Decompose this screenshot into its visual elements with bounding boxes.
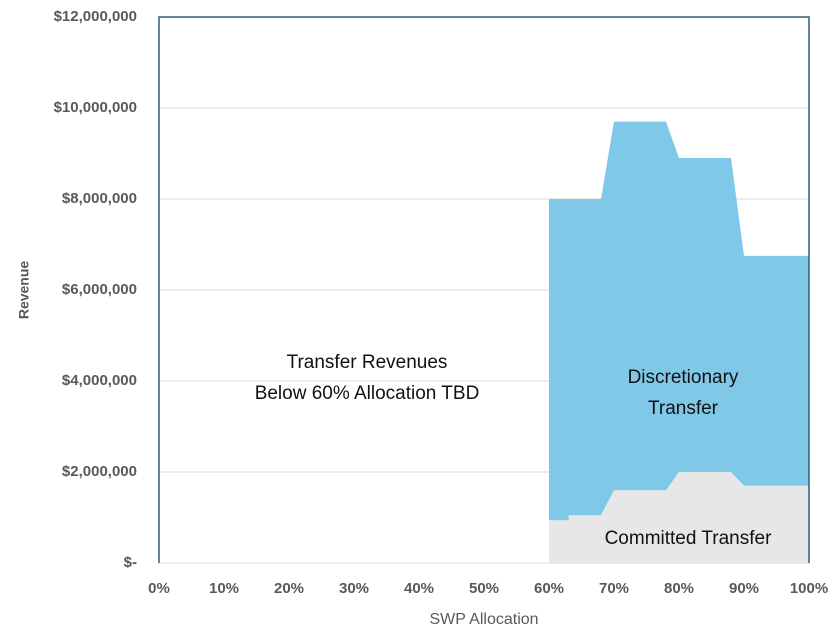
y-tick-label: $-: [124, 554, 137, 571]
annotation: Below 60% Allocation TBD: [255, 383, 480, 404]
y-tick-label: $8,000,000: [62, 190, 137, 207]
x-axis-title: SWP Allocation: [429, 611, 538, 628]
y-tick-label: $2,000,000: [62, 463, 137, 480]
y-tick-label: $6,000,000: [62, 281, 137, 298]
x-tick-label: 20%: [274, 580, 304, 597]
x-tick-label: 40%: [404, 580, 434, 597]
annotation: Transfer: [648, 398, 719, 419]
x-tick-label: 30%: [339, 580, 369, 597]
y-tick-label: $10,000,000: [54, 99, 137, 116]
x-tick-label: 10%: [209, 580, 239, 597]
y-axis-title: Revenue: [16, 261, 32, 320]
y-tick-label: $12,000,000: [54, 8, 137, 25]
annotation: Committed Transfer: [605, 528, 772, 549]
x-tick-label: 50%: [469, 580, 499, 597]
x-tick-label: 100%: [790, 580, 828, 597]
annotation: Transfer Revenues: [287, 352, 448, 373]
x-tick-label: 80%: [664, 580, 694, 597]
annotation: Discretionary: [628, 367, 739, 388]
x-tick-label: 60%: [534, 580, 564, 597]
area: [549, 121, 809, 521]
x-tick-label: 90%: [729, 580, 759, 597]
x-tick-label: 70%: [599, 580, 629, 597]
area: [549, 472, 809, 563]
x-tick-label: 0%: [148, 580, 170, 597]
plot-frame: [158, 16, 810, 563]
y-tick-label: $4,000,000: [62, 372, 137, 389]
